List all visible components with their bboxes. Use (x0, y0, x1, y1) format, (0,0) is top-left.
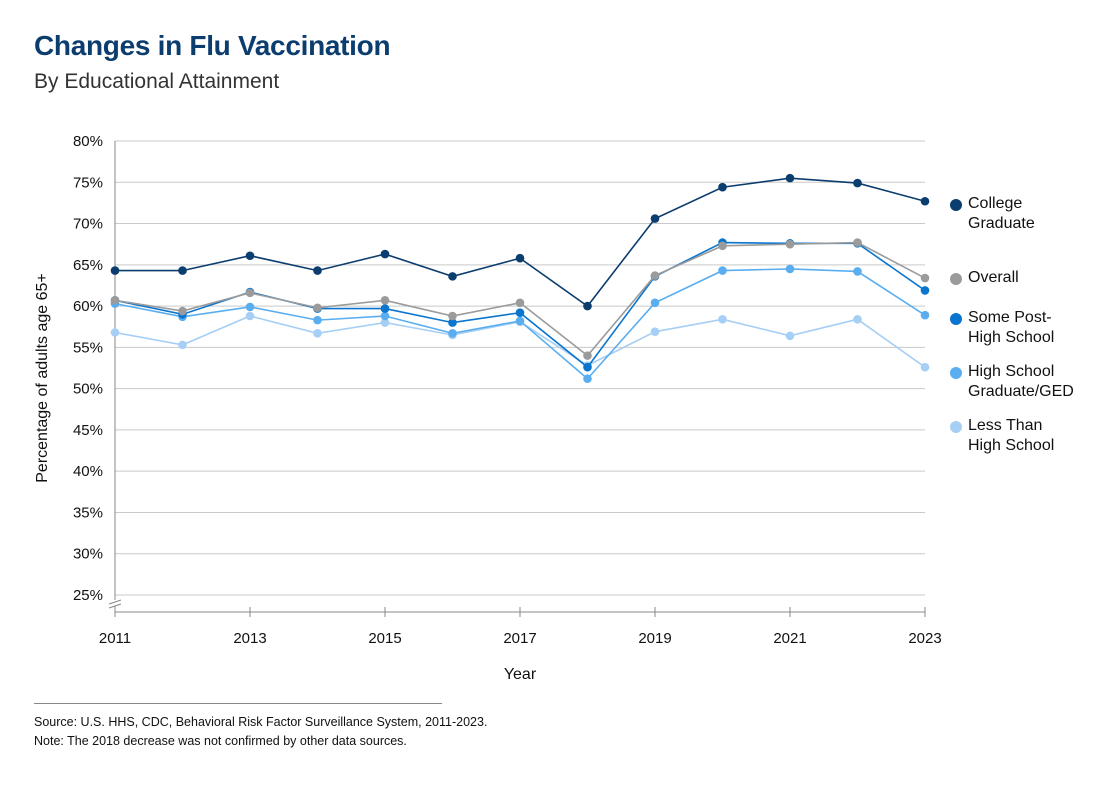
data-point (380, 304, 390, 313)
data-point (920, 362, 930, 372)
data-point (380, 249, 390, 259)
data-point (110, 328, 120, 337)
data-point (178, 266, 187, 275)
chart-subtitle: By Educational Attainment (34, 70, 280, 93)
data-point (313, 315, 322, 325)
data-point (583, 301, 592, 311)
data-point (245, 302, 255, 312)
y-axis-title: Percentage of adults age 65+ (34, 273, 51, 483)
x-tick-label: 2017 (503, 630, 536, 647)
legend-label: Overall (968, 269, 1019, 286)
data-point (515, 316, 525, 326)
legend-label: College Graduate (968, 195, 1035, 232)
chart-title: Changes in Flu Vaccination (34, 30, 391, 61)
x-tick-label: 2019 (638, 630, 671, 647)
legend-item: High School Graduate/GED (950, 362, 1110, 402)
data-point (380, 296, 390, 305)
data-point (313, 303, 322, 313)
y-tick-label: 45% (73, 422, 103, 439)
data-point (448, 329, 457, 338)
data-point (448, 272, 457, 281)
legend-marker (950, 273, 962, 285)
data-point (785, 173, 795, 183)
data-point (920, 310, 930, 320)
footnote: Source: U.S. HHS, CDC, Behavioral Risk F… (34, 713, 487, 751)
data-point (718, 266, 727, 275)
y-tick-label: 75% (73, 174, 103, 191)
data-point (515, 253, 525, 263)
data-point (583, 351, 592, 360)
x-tick-label: 2013 (233, 630, 266, 647)
y-tick-label: 60% (73, 298, 103, 315)
data-point (853, 267, 862, 276)
y-tick-label: 30% (73, 546, 103, 563)
data-point (650, 214, 660, 223)
data-point (448, 311, 457, 321)
chart-legend: College Graduate Overall Some Post- High S… (950, 194, 1110, 456)
legend-item: Some Post- High School (950, 308, 1110, 348)
data-point (178, 340, 187, 350)
y-tick-label: 25% (73, 587, 103, 604)
y-tick-label: 35% (73, 504, 103, 521)
legend-label: Some Post- High School (968, 309, 1055, 346)
data-point (650, 327, 660, 336)
data-point (110, 296, 120, 305)
y-tick-label: 40% (73, 463, 103, 480)
data-point (650, 271, 660, 280)
data-point (718, 314, 727, 324)
y-tick-label: 70% (73, 216, 103, 233)
y-tick-label: 80% (73, 133, 103, 150)
data-point (853, 178, 862, 188)
data-point (178, 306, 187, 316)
x-axis-title: Year (504, 666, 537, 683)
x-tick-label: 2011 (99, 630, 131, 647)
series-line (115, 177, 926, 308)
data-point (448, 318, 457, 327)
y-tick-label: 65% (73, 257, 103, 274)
data-point (583, 362, 592, 372)
data-point (515, 298, 525, 308)
data-point (920, 196, 930, 206)
data-point (245, 311, 255, 321)
legend-item: Overall (950, 268, 1110, 288)
data-point (718, 241, 727, 251)
y-tick-label: 55% (73, 339, 103, 356)
x-tick-label: 2021 (773, 630, 806, 647)
data-point (785, 264, 795, 274)
data-point (245, 288, 255, 298)
data-note: Note: The 2018 decrease was not confirme… (34, 734, 407, 748)
source-note: Source: U.S. HHS, CDC, Behavioral Risk F… (34, 715, 488, 729)
legend-marker (950, 421, 962, 433)
y-tick-label: 50% (73, 381, 103, 398)
data-point (920, 273, 930, 283)
data-point (650, 298, 660, 308)
legend-marker (950, 367, 962, 379)
data-point (853, 314, 862, 324)
data-point (718, 182, 727, 192)
data-point (313, 266, 322, 275)
data-point (515, 308, 525, 317)
data-point (853, 238, 862, 247)
x-tick-label: 2015 (368, 630, 401, 647)
legend-marker (950, 313, 962, 325)
legend-item: Less Than High School (950, 416, 1110, 456)
legend-item: College Graduate (950, 194, 1110, 234)
legend-label: Less Than High School (968, 417, 1055, 454)
data-point (380, 311, 390, 321)
data-point (785, 239, 795, 249)
legend-label: High School Graduate/GED (968, 363, 1074, 400)
data-point (110, 266, 120, 275)
legend-marker (950, 199, 962, 211)
x-tick-label: 2023 (908, 630, 941, 647)
data-point (245, 251, 255, 261)
data-point (313, 329, 322, 338)
data-point (920, 286, 930, 295)
data-point (785, 331, 795, 341)
data-point (583, 374, 592, 384)
data-point (380, 318, 390, 327)
footnote-divider (34, 703, 442, 704)
